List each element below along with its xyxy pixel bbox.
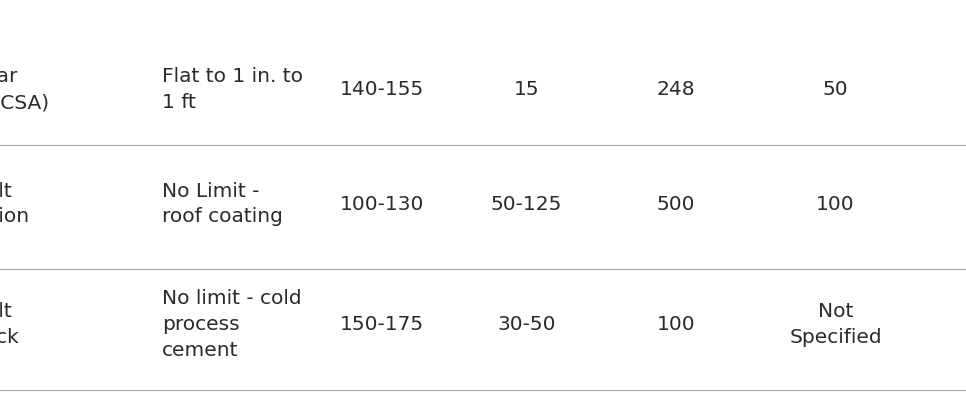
Text: No limit - cold
process
cement: No limit - cold process cement (162, 289, 302, 359)
Text: Asphalt
Cutback: Asphalt Cutback (0, 302, 20, 347)
Text: 50-125: 50-125 (491, 195, 562, 213)
Text: 150-175: 150-175 (339, 315, 424, 334)
Text: Coal Tar
Pitch (CSA): Coal Tar Pitch (CSA) (0, 67, 49, 112)
Text: 15: 15 (514, 80, 539, 99)
Text: 30-50: 30-50 (497, 315, 555, 334)
Text: 100: 100 (657, 315, 696, 334)
Text: 100-130: 100-130 (339, 195, 424, 213)
Text: No Limit -
roof coating: No Limit - roof coating (162, 182, 283, 226)
Text: Flat to 1 in. to
1 ft: Flat to 1 in. to 1 ft (162, 67, 303, 112)
Text: 500: 500 (657, 195, 696, 213)
Text: 100: 100 (816, 195, 855, 213)
Text: 140-155: 140-155 (339, 80, 424, 99)
Text: Asphalt
Emulsion: Asphalt Emulsion (0, 182, 29, 226)
Text: 248: 248 (657, 80, 696, 99)
Text: Not
Specified: Not Specified (789, 302, 882, 347)
Text: 50: 50 (823, 80, 848, 99)
